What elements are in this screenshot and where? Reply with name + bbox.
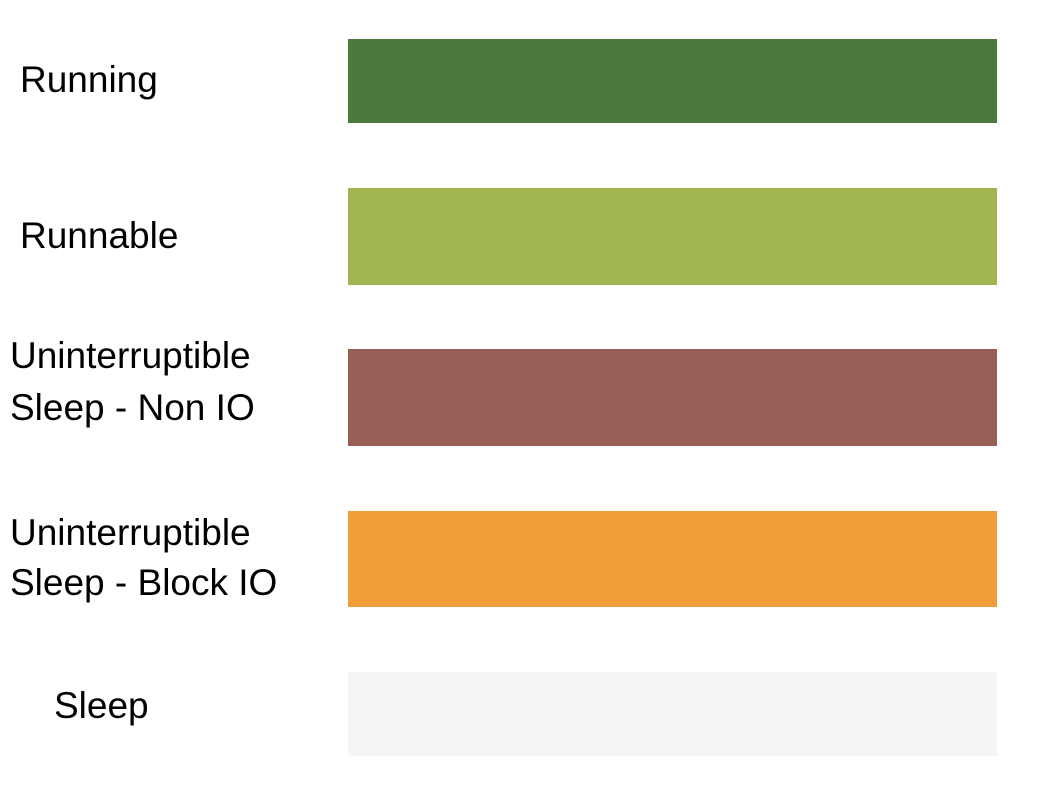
state-swatch (348, 349, 997, 446)
state-label: Runnable (20, 215, 178, 256)
state-label: Running (20, 59, 158, 100)
state-swatch (348, 511, 997, 607)
state-label: Uninterruptible (10, 335, 251, 376)
state-swatch (348, 188, 997, 285)
state-label: Sleep (54, 685, 149, 726)
state-label: Sleep - Block IO (10, 562, 277, 603)
state-label: Uninterruptible (10, 512, 251, 553)
state-swatch (348, 672, 997, 756)
state-label: Sleep - Non IO (10, 387, 255, 428)
state-swatch (348, 39, 997, 123)
